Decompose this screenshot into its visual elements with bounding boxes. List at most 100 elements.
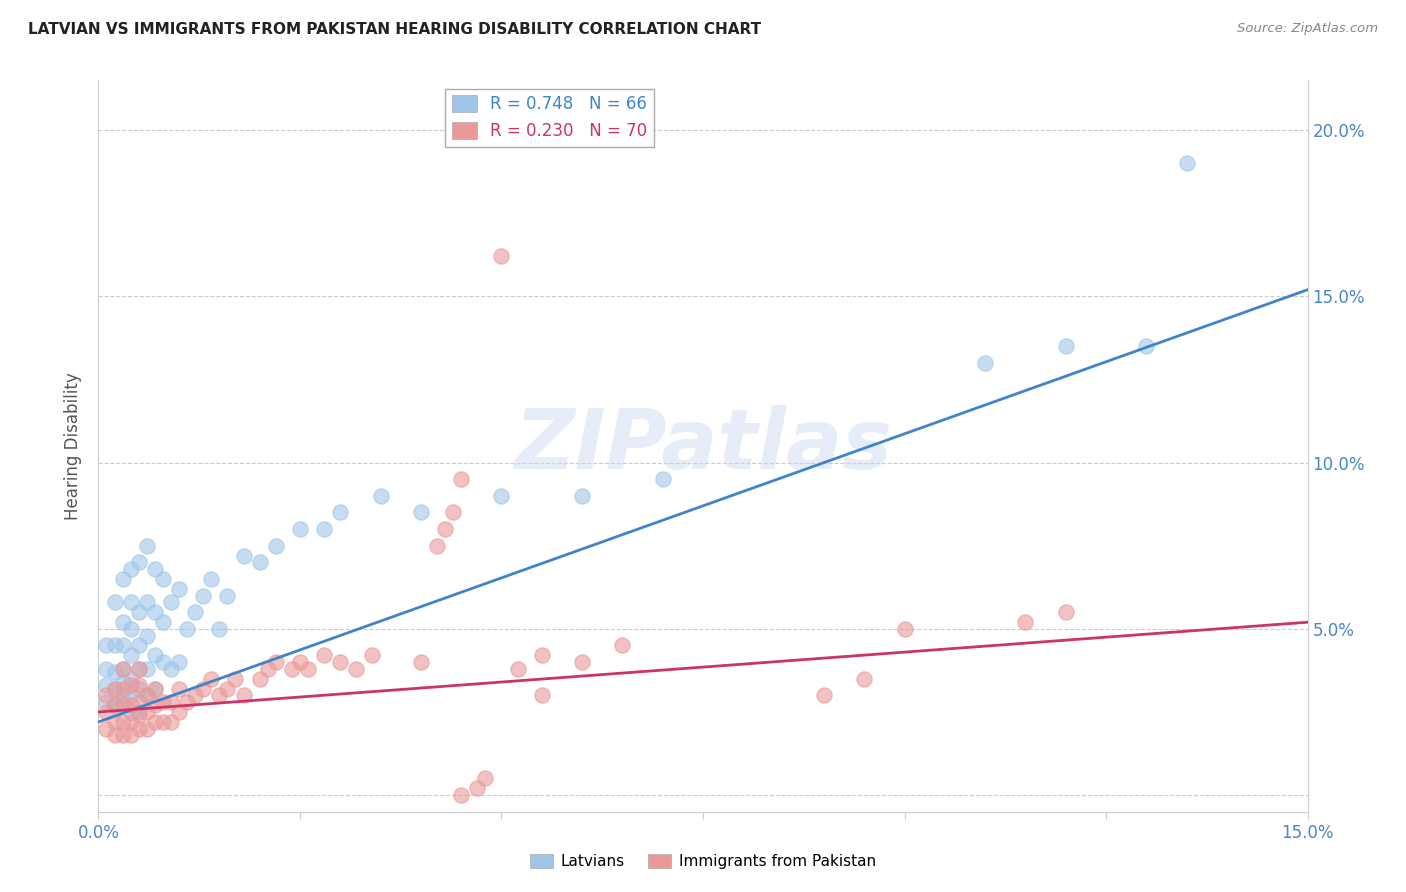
Point	[120, 672, 142, 686]
Point	[111, 695, 134, 709]
Point	[184, 605, 207, 619]
Point	[135, 662, 157, 676]
Point	[612, 639, 634, 653]
Point	[128, 555, 150, 569]
Point	[474, 772, 496, 786]
Point	[1014, 615, 1036, 630]
Point	[491, 250, 513, 264]
Point	[128, 639, 150, 653]
Point	[135, 628, 157, 642]
Point	[249, 555, 271, 569]
Y-axis label: Hearing Disability: Hearing Disability	[65, 372, 83, 520]
Point	[224, 672, 246, 686]
Point	[167, 582, 190, 596]
Point	[128, 662, 150, 676]
Point	[208, 622, 231, 636]
Point	[135, 689, 157, 703]
Point	[120, 678, 142, 692]
Point	[893, 622, 915, 636]
Legend: R = 0.748   N = 66, R = 0.230   N = 70: R = 0.748 N = 66, R = 0.230 N = 70	[446, 88, 654, 146]
Point	[128, 705, 150, 719]
Text: LATVIAN VS IMMIGRANTS FROM PAKISTAN HEARING DISABILITY CORRELATION CHART: LATVIAN VS IMMIGRANTS FROM PAKISTAN HEAR…	[28, 22, 761, 37]
Point	[193, 681, 215, 696]
Point	[128, 708, 150, 723]
Point	[96, 689, 118, 703]
Point	[249, 672, 271, 686]
Point	[530, 689, 553, 703]
Point	[96, 678, 118, 692]
Point	[103, 665, 125, 679]
Point	[176, 622, 198, 636]
Point	[314, 522, 336, 536]
Point	[111, 675, 134, 690]
Point	[329, 506, 352, 520]
Point	[232, 549, 254, 563]
Point	[152, 572, 174, 586]
Point	[111, 681, 134, 696]
Point	[506, 662, 529, 676]
Point	[1054, 339, 1077, 353]
Point	[143, 605, 166, 619]
Point	[314, 648, 336, 663]
Point	[288, 655, 311, 669]
Point	[135, 539, 157, 553]
Point	[297, 662, 319, 676]
Point	[111, 615, 134, 630]
Point	[184, 689, 207, 703]
Point	[974, 356, 997, 370]
Point	[143, 648, 166, 663]
Point	[217, 589, 239, 603]
Point	[120, 648, 142, 663]
Point	[450, 472, 472, 486]
Point	[120, 622, 142, 636]
Point	[651, 472, 673, 486]
Point	[120, 714, 142, 729]
Point	[200, 572, 222, 586]
Point	[103, 698, 125, 713]
Point	[571, 655, 593, 669]
Point	[152, 714, 174, 729]
Point	[256, 662, 278, 676]
Point	[193, 589, 215, 603]
Point	[167, 705, 190, 719]
Point	[409, 655, 432, 669]
Point	[530, 648, 553, 663]
Point	[135, 595, 157, 609]
Point	[426, 539, 449, 553]
Point	[361, 648, 384, 663]
Point	[103, 595, 125, 609]
Point	[264, 655, 287, 669]
Point	[160, 714, 183, 729]
Point	[1054, 605, 1077, 619]
Point	[120, 698, 142, 713]
Point	[571, 489, 593, 503]
Point	[813, 689, 835, 703]
Point	[208, 689, 231, 703]
Point	[111, 639, 134, 653]
Point	[103, 681, 125, 696]
Point	[167, 655, 190, 669]
Point	[120, 562, 142, 576]
Point	[128, 678, 150, 692]
Point	[128, 662, 150, 676]
Point	[143, 714, 166, 729]
Point	[450, 788, 472, 802]
Point	[128, 681, 150, 696]
Point	[111, 572, 134, 586]
Point	[329, 655, 352, 669]
Point	[103, 698, 125, 713]
Point	[135, 689, 157, 703]
Point	[853, 672, 876, 686]
Point	[370, 489, 392, 503]
Legend: Latvians, Immigrants from Pakistan: Latvians, Immigrants from Pakistan	[524, 848, 882, 875]
Point	[135, 705, 157, 719]
Point	[96, 705, 118, 719]
Point	[128, 695, 150, 709]
Point	[465, 781, 488, 796]
Point	[111, 728, 134, 742]
Point	[1175, 156, 1198, 170]
Point	[1135, 339, 1157, 353]
Point	[217, 681, 239, 696]
Point	[232, 689, 254, 703]
Point	[128, 605, 150, 619]
